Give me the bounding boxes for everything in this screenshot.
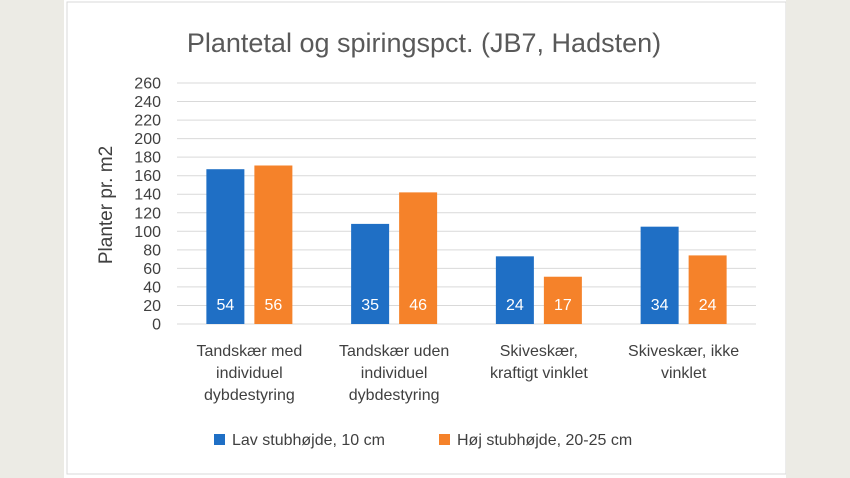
y-axis-label: Planter pr. m2 <box>96 146 117 264</box>
x-category-label: vinklet <box>661 365 707 382</box>
bar <box>254 165 293 324</box>
bar <box>640 226 679 324</box>
legend-swatch <box>439 434 450 445</box>
legend-entry: Lav stubhøjde, 10 cm <box>232 432 385 449</box>
bar <box>688 255 727 324</box>
x-category-label: kraftigt vinklet <box>490 365 588 382</box>
bar-chart: Plantetal og spiringspct. (JB7, Hadsten)… <box>66 1 786 475</box>
bar <box>399 192 438 324</box>
data-label: 24 <box>699 297 717 314</box>
slide: Plantetal og spiringspct. (JB7, Hadsten)… <box>64 0 786 478</box>
x-category-label: individuel <box>361 365 428 382</box>
y-tick-label: 220 <box>134 113 161 130</box>
y-tick-label: 180 <box>134 150 161 167</box>
y-tick-label: 240 <box>134 94 161 111</box>
data-label: 56 <box>264 297 282 314</box>
bar <box>351 223 390 324</box>
y-tick-label: 80 <box>143 242 161 259</box>
bar <box>206 169 245 324</box>
data-label: 35 <box>361 297 379 314</box>
data-label: 54 <box>216 297 234 314</box>
y-tick-label: 100 <box>134 224 161 241</box>
x-category-label: individuel <box>216 365 283 382</box>
y-tick-label: 120 <box>134 205 161 222</box>
chart-title: Plantetal og spiringspct. (JB7, Hadsten) <box>187 28 661 58</box>
x-category-label: Tandskær uden <box>339 343 449 360</box>
bar <box>495 256 534 324</box>
data-label: 46 <box>409 297 427 314</box>
y-tick-label: 0 <box>152 317 161 334</box>
x-category-label: Skiveskær, ikke <box>628 343 739 360</box>
x-category-label: Skiveskær, <box>500 343 578 360</box>
bar <box>543 276 582 324</box>
y-tick-label: 40 <box>143 279 161 296</box>
y-tick-label: 160 <box>134 168 161 185</box>
data-label: 24 <box>506 297 524 314</box>
y-tick-label: 20 <box>143 298 161 315</box>
data-label: 17 <box>554 297 572 314</box>
legend-swatch <box>214 434 225 445</box>
y-tick-label: 200 <box>134 131 161 148</box>
y-tick-label: 140 <box>134 187 161 204</box>
legend-entry: Høj stubhøjde, 20-25 cm <box>457 432 632 449</box>
x-category-label: dybdestyring <box>349 387 440 404</box>
y-tick-label: 60 <box>143 261 161 278</box>
x-category-label: Tandskær med <box>196 343 302 360</box>
x-category-label: dybdestyring <box>204 387 295 404</box>
y-tick-label: 260 <box>134 76 161 93</box>
data-label: 34 <box>651 297 669 314</box>
